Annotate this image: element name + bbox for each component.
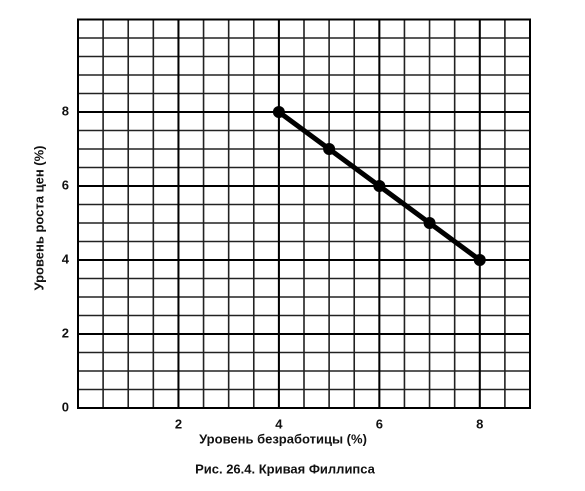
- x-tick-label: 2: [175, 416, 182, 431]
- point: [323, 143, 336, 155]
- chart-title: Рис. 26.4. Кривая Филлипса: [195, 461, 376, 476]
- y-tick-label: 4: [62, 251, 70, 266]
- y-tick-label: 6: [62, 177, 69, 192]
- x-tick-label: 4: [275, 416, 283, 431]
- point: [272, 106, 285, 118]
- y-tick-label: 2: [62, 325, 69, 340]
- x-tick-label: 8: [476, 416, 483, 431]
- x-axis-label: Уровень безработицы (%): [199, 431, 367, 446]
- y-tick-label: 8: [62, 103, 69, 118]
- point: [373, 180, 386, 192]
- x-tick-label: 6: [376, 416, 383, 431]
- point: [473, 254, 486, 266]
- point: [423, 217, 436, 229]
- y-axis-label: Уровень роста цен (%): [31, 145, 46, 290]
- y-tick-label: 0: [62, 399, 69, 414]
